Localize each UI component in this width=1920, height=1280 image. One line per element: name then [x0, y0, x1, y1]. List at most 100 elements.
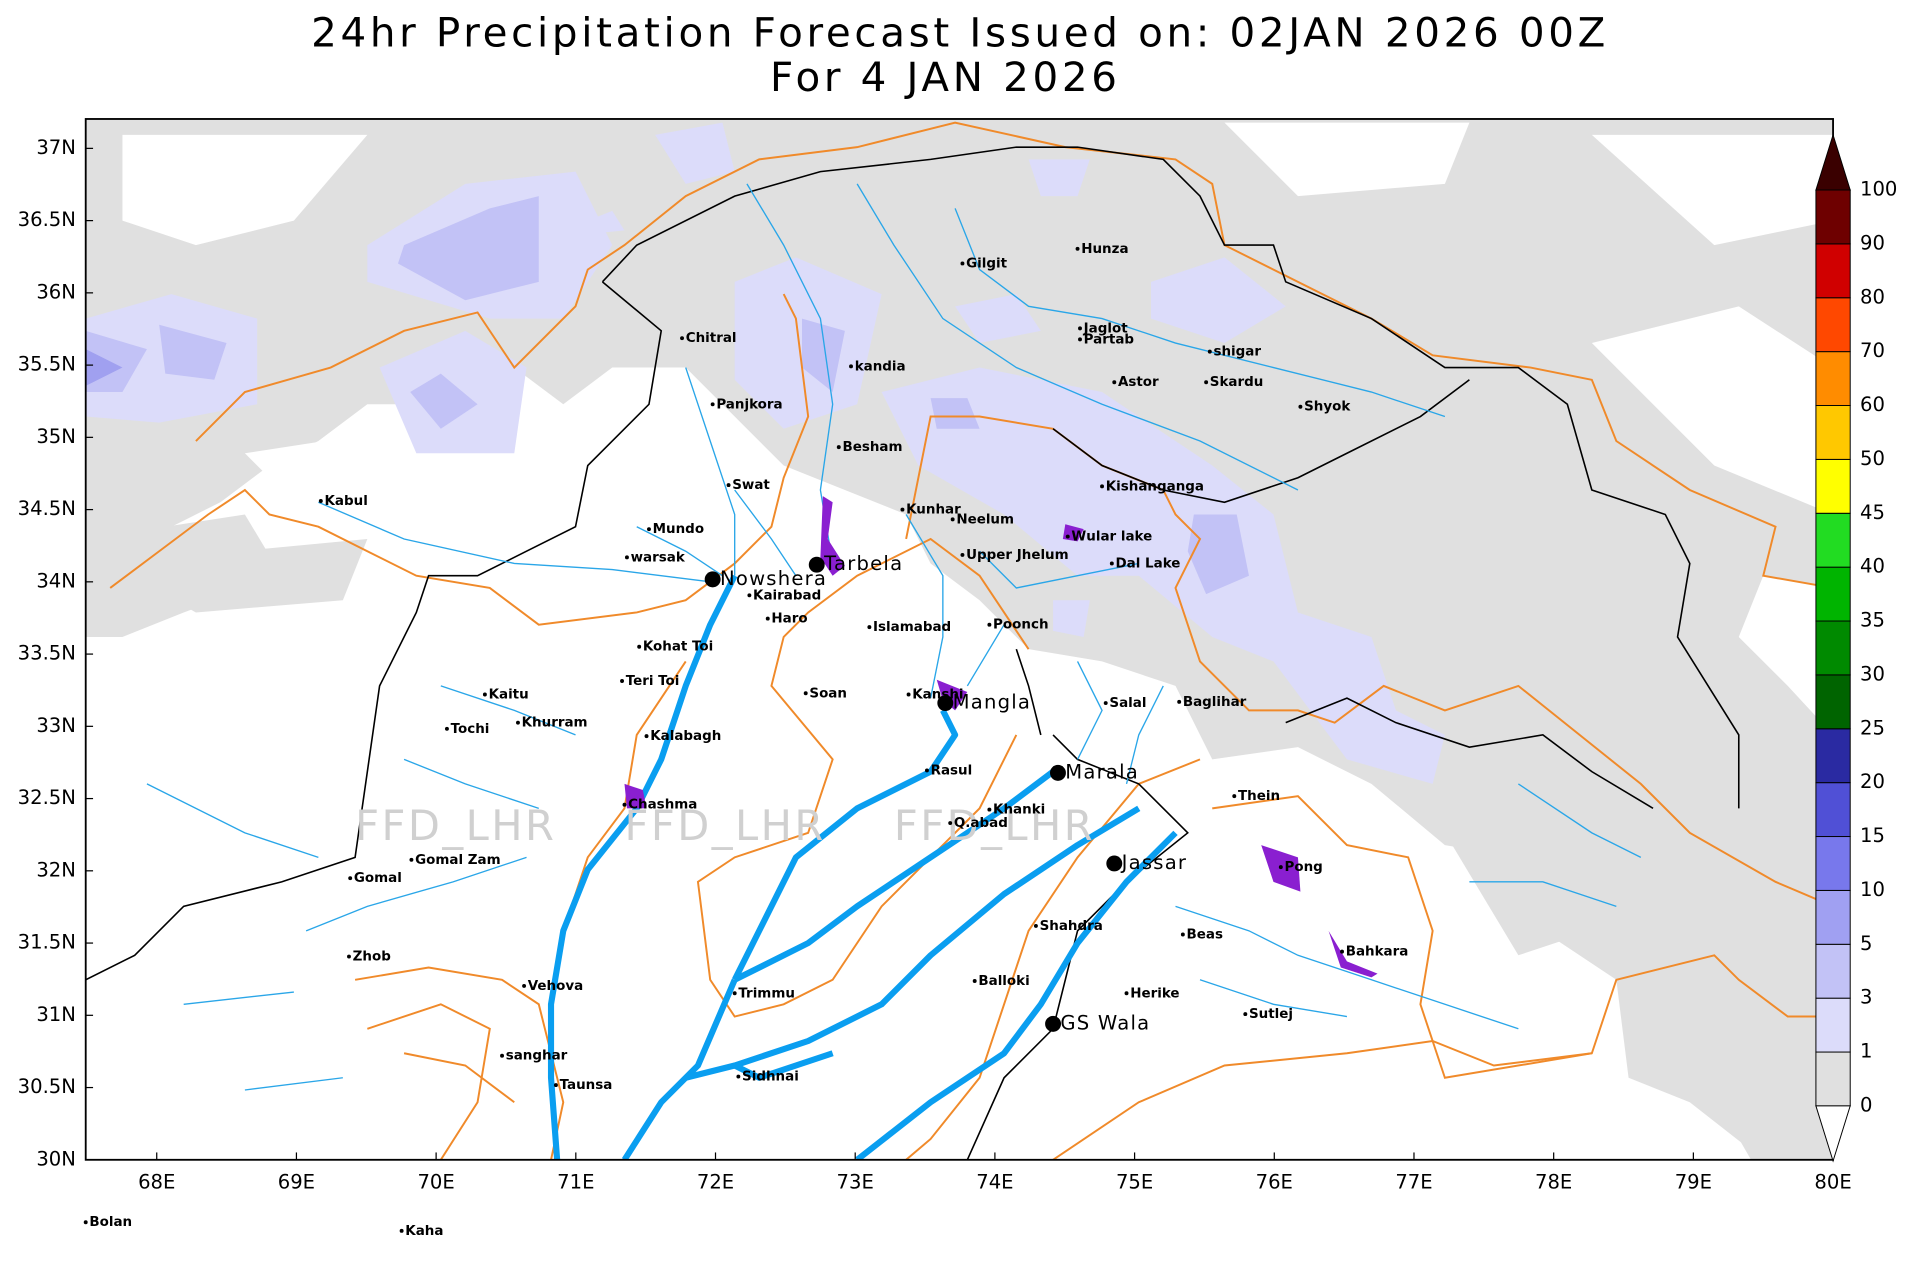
- place-label: Dal Lake: [1116, 556, 1181, 571]
- colorbar-label: 15: [1860, 824, 1885, 847]
- place-label: Sutlej: [1249, 1007, 1293, 1022]
- place-label: Wular lake: [1071, 530, 1152, 545]
- dam-marker: [1106, 855, 1123, 872]
- place-label: Panjkora: [716, 397, 782, 412]
- lat-label: 33.5N: [18, 642, 76, 665]
- place-label: Beas: [1187, 927, 1223, 942]
- place-marker: [1112, 380, 1117, 385]
- place-label: Kaha: [405, 1224, 443, 1239]
- colorbar-label: 0: [1860, 1093, 1872, 1116]
- place-label: Herike: [1130, 986, 1179, 1001]
- colorbar-label: 25: [1860, 716, 1885, 739]
- place-marker: [747, 593, 752, 598]
- place-label: Chitral: [686, 331, 737, 346]
- place-label: Marala: [1065, 760, 1139, 783]
- place-marker: [948, 821, 953, 826]
- place-marker: [348, 876, 353, 881]
- lon-label: 77E: [1395, 1171, 1432, 1194]
- place-marker: [924, 768, 929, 773]
- place-marker: [867, 625, 872, 630]
- place-label: Jassar: [1120, 851, 1188, 874]
- place-label: Sidhnai: [742, 1070, 799, 1085]
- place-marker: [1204, 380, 1209, 385]
- lat-label: 32N: [36, 858, 76, 881]
- place-marker: [1109, 561, 1114, 566]
- colorbar-segment: [1815, 728, 1851, 784]
- place-label: warsak: [631, 550, 686, 565]
- place-label: Neelum: [956, 512, 1014, 527]
- place-label: Astor: [1118, 375, 1159, 390]
- lat-label: 36N: [36, 280, 76, 303]
- colorbar-segment: [1815, 674, 1851, 730]
- place-label: Thein: [1238, 789, 1280, 804]
- place-label: Soan: [809, 686, 847, 701]
- place-marker: [444, 726, 449, 731]
- place-label: Mundo: [653, 522, 704, 537]
- place-marker: [710, 402, 715, 407]
- lat-label: 33N: [36, 714, 76, 737]
- place-marker: [1180, 932, 1185, 937]
- place-label: Bolan: [89, 1215, 132, 1230]
- place-label: Vehova: [528, 979, 583, 994]
- place-label: shigar: [1213, 345, 1261, 360]
- place-label: Gilgit: [966, 256, 1008, 271]
- place-label: Khurram: [522, 716, 588, 731]
- colorbar-label: 5: [1860, 932, 1872, 955]
- colorbar-segment: [1815, 620, 1851, 676]
- place-label: Mangla: [953, 691, 1032, 714]
- place-marker: [522, 983, 527, 988]
- place-label: Chashma: [628, 798, 697, 813]
- place-label: Kaitu: [489, 687, 529, 702]
- lon-label: 75E: [1116, 1171, 1153, 1194]
- colorbar-under: [1815, 1105, 1851, 1163]
- watermark: FFD_LHR: [894, 801, 1095, 850]
- map-area: FFD_LHR FFD_LHR FFD_LHR: [85, 118, 1834, 1160]
- place-marker: [1078, 326, 1082, 331]
- lon-label: 78E: [1535, 1171, 1572, 1194]
- colorbar-label: 90: [1860, 231, 1885, 254]
- lat-label: 34.5N: [18, 497, 76, 520]
- dam-marker: [1045, 1015, 1062, 1032]
- title-line-2: For 4 JAN 2026: [770, 53, 1121, 101]
- lat-label: 35N: [36, 425, 76, 448]
- lat-label: 34N: [36, 569, 76, 592]
- place-label: Swat: [732, 478, 770, 493]
- place-marker: [1243, 1012, 1248, 1017]
- lon-label: 71E: [557, 1171, 594, 1194]
- colorbar-segment: [1815, 943, 1851, 999]
- dam-marker: [937, 695, 954, 712]
- place-marker: [347, 954, 351, 959]
- place-marker: [409, 857, 414, 862]
- place-marker: [83, 1220, 88, 1225]
- place-label: Shyok: [1304, 400, 1351, 415]
- place-marker: [644, 734, 649, 739]
- place-marker: [399, 1228, 404, 1233]
- colorbar-label: 30: [1860, 662, 1885, 685]
- colorbar-label: 50: [1860, 447, 1885, 470]
- lat-label: 30N: [36, 1147, 76, 1170]
- place-label: Taunsa: [560, 1078, 613, 1093]
- place-marker: [987, 807, 992, 812]
- lon-label: 68E: [138, 1171, 175, 1194]
- place-marker: [950, 517, 955, 522]
- place-label: Zhob: [353, 950, 392, 965]
- place-marker: [500, 1053, 504, 1058]
- place-label: Hunza: [1081, 242, 1128, 257]
- lon-label: 72E: [697, 1171, 734, 1194]
- place-marker: [1100, 484, 1104, 489]
- place-label: Balloki: [978, 974, 1029, 989]
- place-marker: [620, 679, 624, 683]
- place-label: Tarbela: [823, 552, 903, 575]
- place-marker: [1207, 349, 1212, 354]
- place-label: Gomal Zam: [415, 853, 501, 868]
- colorbar-segment: [1815, 836, 1851, 891]
- place-marker: [318, 499, 323, 503]
- lon-label: 80E: [1814, 1171, 1851, 1194]
- lat-label: 32.5N: [18, 786, 76, 809]
- colorbar-label: 100: [1860, 177, 1897, 200]
- place-marker: [1103, 701, 1108, 706]
- place-marker: [1075, 246, 1080, 251]
- place-marker: [482, 692, 487, 697]
- map-labels: 37N 36.5N 36N 35.5N 35N 34.5N 34N 33.5N 33N 32.5N…: [18, 133, 1897, 1239]
